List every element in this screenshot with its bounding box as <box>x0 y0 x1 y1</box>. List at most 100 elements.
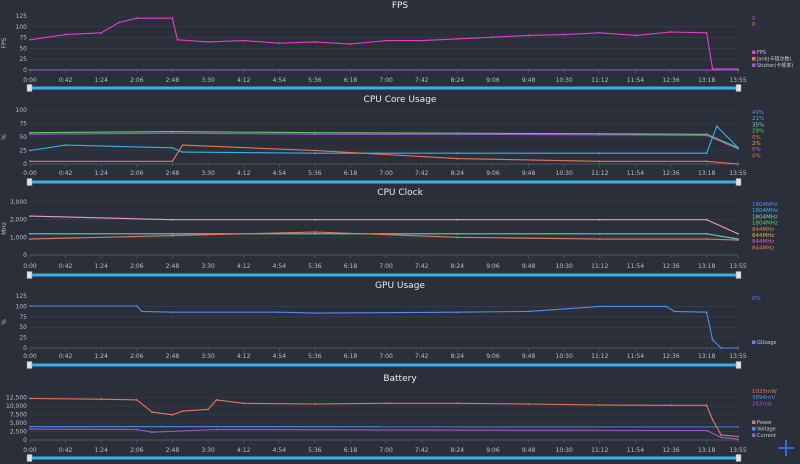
y-tick-label: 0 <box>23 345 27 352</box>
x-tick-label: 5:36 <box>308 77 322 84</box>
current-value-label: 0% <box>752 135 761 141</box>
x-tick-label: 13:55 <box>729 170 746 177</box>
x-tick-label: 3:30 <box>201 447 215 454</box>
x-tick-label: 9:48 <box>522 170 536 177</box>
current-value-label: 844MHz <box>752 245 774 251</box>
scrollbar-handle-right[interactable] <box>735 454 742 462</box>
data-point <box>456 311 459 314</box>
x-tick-label: 1:24 <box>94 170 108 177</box>
data-point <box>705 238 708 241</box>
data-point <box>242 402 245 405</box>
data-point <box>242 39 245 42</box>
x-tick-label: 5:36 <box>308 170 322 177</box>
x-tick-label: 7:42 <box>415 170 429 177</box>
data-point <box>598 305 601 308</box>
x-tick-label: 2:06 <box>130 447 144 454</box>
timeline-scrollbar[interactable] <box>30 273 738 277</box>
data-point <box>151 411 153 414</box>
x-tick-label: 7:00 <box>379 77 393 84</box>
data-point <box>278 42 281 45</box>
scrollbar-handle-left[interactable] <box>26 361 33 369</box>
data-point <box>527 310 530 313</box>
current-value-label: 35% <box>752 122 764 128</box>
timeline-scrollbar[interactable] <box>30 180 738 184</box>
x-tick-label: 3:30 <box>201 170 215 177</box>
data-point <box>313 152 316 155</box>
legend-swatch <box>752 63 756 67</box>
series-line <box>30 144 739 165</box>
legend-swatch <box>752 420 756 424</box>
data-point <box>181 410 184 412</box>
scrollbar-handle-left[interactable] <box>26 271 33 279</box>
data-point <box>313 41 316 43</box>
data-point <box>705 31 708 34</box>
data-point <box>527 403 530 405</box>
scrollbar-handle-right[interactable] <box>735 361 742 369</box>
legend-swatch <box>752 50 756 54</box>
x-tick-label: 3:30 <box>201 77 215 84</box>
data-point <box>313 149 316 152</box>
data-point <box>456 133 459 136</box>
data-point <box>737 435 739 438</box>
x-tick-label: 4:12 <box>237 447 251 454</box>
data-point <box>420 39 423 42</box>
timeline-scrollbar[interactable] <box>30 456 738 460</box>
y-tick-label: 0 <box>23 252 27 259</box>
y-tick-label: 50 <box>19 45 27 52</box>
x-tick-label: 8:24 <box>451 263 465 270</box>
x-tick-label: 12:36 <box>662 77 679 84</box>
current-value-label: 3894mV <box>752 395 775 401</box>
chart-title: Battery <box>383 374 417 384</box>
data-point <box>720 347 722 349</box>
current-value-label: 844MHz <box>752 227 774 233</box>
current-value-label: 0 <box>752 16 756 22</box>
chart-title: GPU Usage <box>375 281 425 291</box>
x-tick-label: 5:36 <box>308 447 322 454</box>
data-point <box>29 149 31 152</box>
y-tick-label: 0 <box>23 67 27 74</box>
x-tick-label: 3:30 <box>201 353 215 360</box>
data-point <box>29 428 31 431</box>
scrollbar-handle-left[interactable] <box>26 178 33 186</box>
x-tick-label: 9:06 <box>486 447 500 454</box>
data-point <box>705 429 708 432</box>
timeline-scrollbar[interactable] <box>30 363 738 367</box>
scrollbar-handle-right[interactable] <box>735 271 742 279</box>
x-tick-label: 9:06 <box>486 77 500 84</box>
timeline-scrollbar[interactable] <box>30 86 738 90</box>
legend-entry: GUsage <box>757 340 776 346</box>
scrollbar-handle-left[interactable] <box>26 84 33 92</box>
x-tick-label: 0:00 <box>23 170 37 177</box>
y-tick-label: 100 <box>16 24 28 31</box>
x-tick-label: 11:54 <box>627 77 644 84</box>
y-tick-label: 0 <box>23 437 27 444</box>
zoom-plus-icon[interactable] <box>778 440 794 456</box>
x-tick-label: 2:06 <box>130 170 144 177</box>
data-point <box>711 418 714 421</box>
x-tick-label: 11:54 <box>627 353 644 360</box>
y-tick-label: 10,000 <box>6 403 27 410</box>
y-tick-label: 25 <box>19 148 27 155</box>
x-tick-label: 11:12 <box>591 263 608 270</box>
data-point <box>456 236 459 239</box>
x-tick-label: 8:24 <box>451 353 465 360</box>
data-point <box>705 134 708 137</box>
legend-swatch <box>752 433 756 437</box>
x-tick-label: 8:24 <box>451 77 465 84</box>
current-value-label: 1804MHz <box>752 202 778 208</box>
y-tick-label: 0 <box>23 161 27 168</box>
scrollbar-handle-left[interactable] <box>26 454 33 462</box>
x-tick-label: 9:06 <box>486 170 500 177</box>
data-point <box>705 311 708 314</box>
x-tick-label: 0:42 <box>59 77 73 84</box>
scrollbar-handle-right[interactable] <box>735 84 742 92</box>
scrollbar-handle-right[interactable] <box>735 178 742 186</box>
y-axis-label: MHz <box>1 222 8 235</box>
y-tick-label: 2,000 <box>10 217 27 224</box>
data-point <box>171 130 174 133</box>
data-point <box>171 17 174 20</box>
data-point <box>737 425 739 428</box>
x-tick-label: 13:18 <box>698 263 715 270</box>
legend-entry: Jank(卡顿次数) <box>756 56 792 63</box>
data-point <box>29 425 31 428</box>
